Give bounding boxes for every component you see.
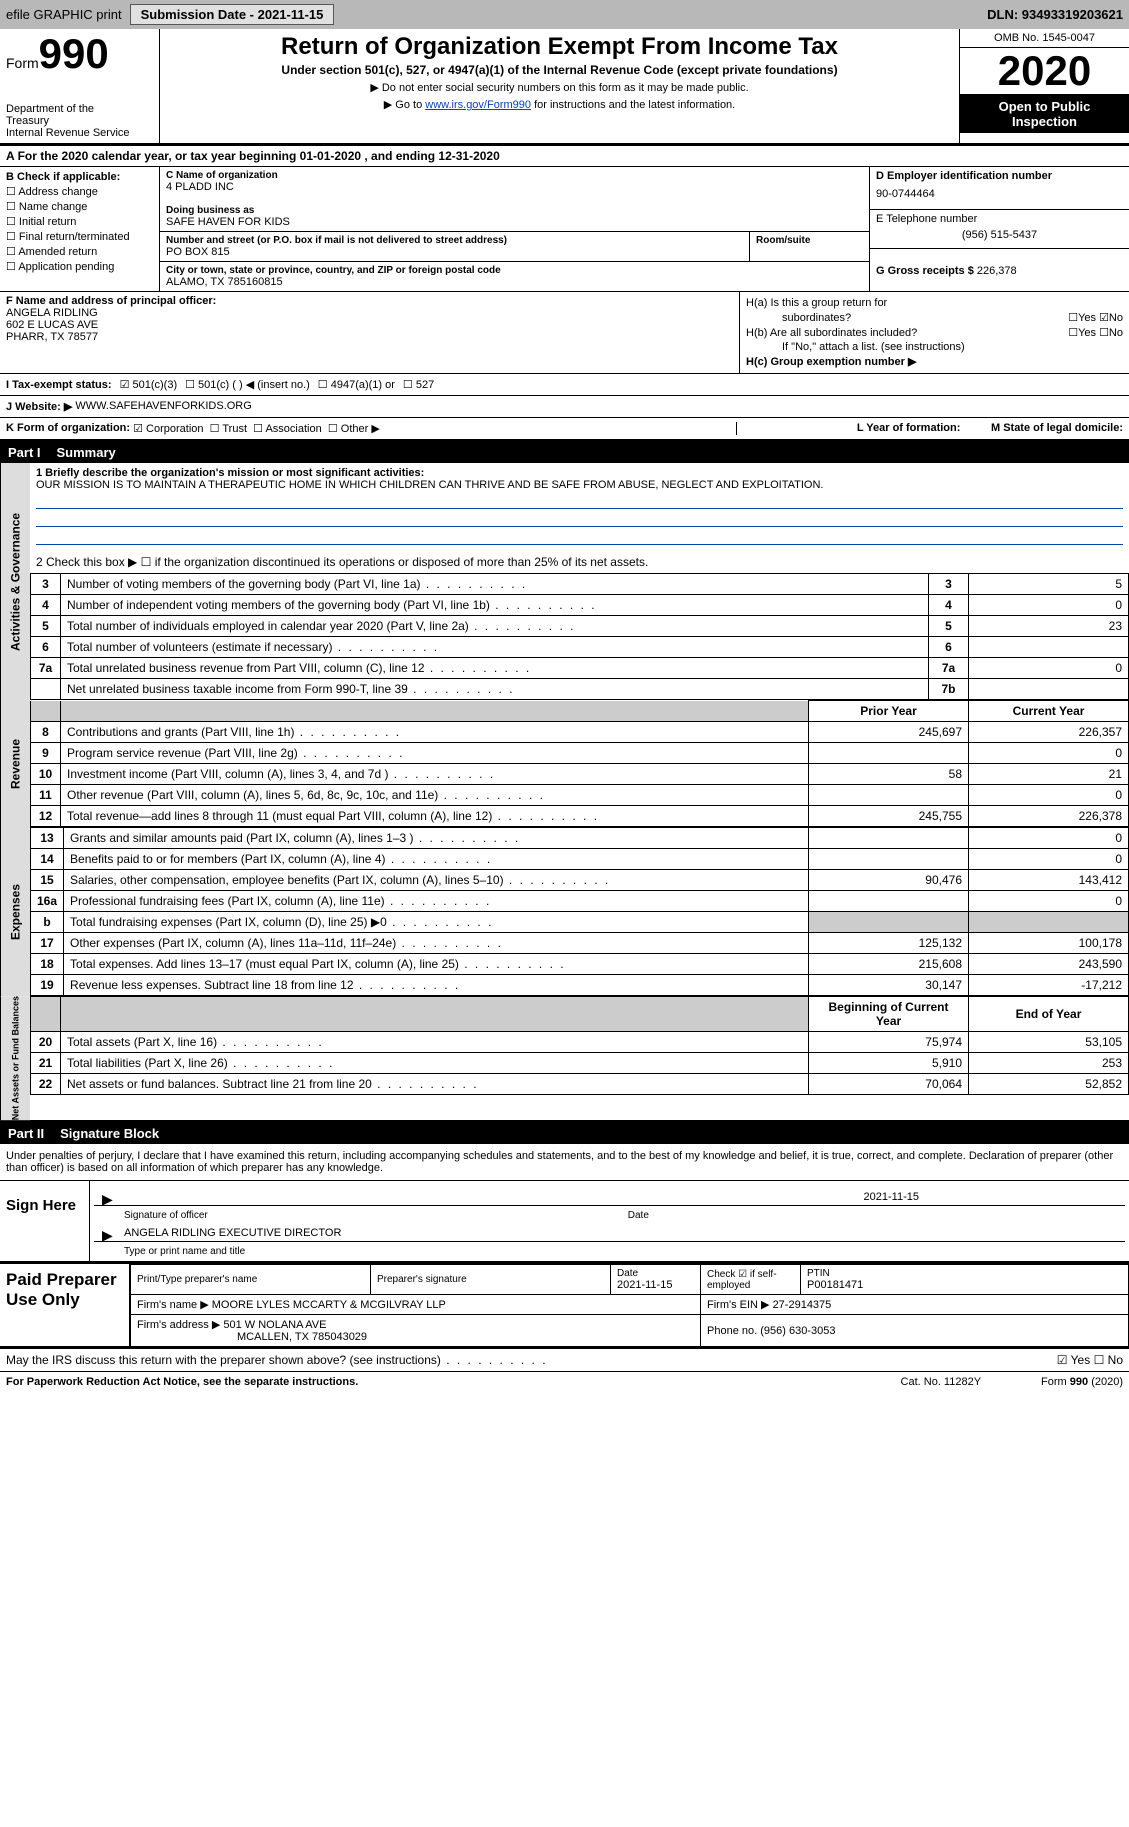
box-d: D Employer identification number 90-0744… (869, 167, 1129, 291)
form-year-block: OMB No. 1545-0047 2020 Open to Public In… (959, 29, 1129, 143)
form-inst1: ▶ Do not enter social security numbers o… (164, 81, 955, 94)
submission-date[interactable]: Submission Date - 2021-11-15 (130, 4, 335, 25)
box-f: F Name and address of principal officer:… (0, 292, 739, 373)
chk-501c3[interactable]: ☑ 501(c)(3) (120, 378, 178, 391)
chk-amended[interactable]: ☐ Amended return (6, 245, 153, 258)
chk-other[interactable]: ☐ Other ▶ (328, 422, 380, 435)
chk-name[interactable]: ☐ Name change (6, 200, 153, 213)
chk-corp[interactable]: ☑ Corporation (133, 422, 203, 435)
signature-line[interactable]: x 2021-11-15 (94, 1189, 1125, 1206)
chk-527[interactable]: ☐ 527 (403, 378, 434, 391)
governance-section: Activities & Governance 1 Briefly descri… (0, 463, 1129, 700)
website-row: J Website: ▶ WWW.SAFEHAVENFORKIDS.ORG (0, 396, 1129, 418)
mission-text: OUR MISSION IS TO MAINTAIN A THERAPEUTIC… (36, 479, 1123, 491)
form-title-block: Return of Organization Exempt From Incom… (160, 29, 959, 143)
dept-treasury: Department of the Treasury Internal Reve… (6, 103, 153, 139)
chk-trust[interactable]: ☐ Trust (210, 422, 247, 435)
box-c: C Name of organization 4 PLADD INC Doing… (160, 167, 869, 291)
firm-ein: 27-2914375 (773, 1299, 832, 1311)
ein: 90-0744464 (876, 182, 1123, 206)
efile-label: efile GRAPHIC print (6, 7, 122, 22)
chk-assoc[interactable]: ☐ Association (253, 422, 322, 435)
website: WWW.SAFEHAVENFORKIDS.ORG (75, 400, 251, 413)
tax-exempt-row: I Tax-exempt status: ☑ 501(c)(3) ☐ 501(c… (0, 374, 1129, 396)
q2: 2 Check this box ▶ ☐ if the organization… (30, 551, 1129, 573)
header-bar: efile GRAPHIC print Submission Date - 20… (0, 0, 1129, 29)
chk-initial[interactable]: ☐ Initial return (6, 215, 153, 228)
officer-name: ANGELA RIDLING (6, 307, 733, 319)
part2-header: Part II Signature Block (0, 1123, 1129, 1144)
box-h: H(a) Is this a group return for subordin… (739, 292, 1129, 373)
officer-section: F Name and address of principal officer:… (0, 292, 1129, 374)
omb-number: OMB No. 1545-0047 (960, 29, 1129, 48)
form-header: Form990 Department of the Treasury Inter… (0, 29, 1129, 146)
org-dba: SAFE HAVEN FOR KIDS (166, 216, 863, 228)
org-name: 4 PLADD INC (166, 181, 863, 193)
sign-here: Sign Here x 2021-11-15 Signature of offi… (0, 1181, 1129, 1264)
chk-final[interactable]: ☐ Final return/terminated (6, 230, 153, 243)
entity-section: B Check if applicable: ☐ Address change … (0, 167, 1129, 292)
chk-pending[interactable]: ☐ Application pending (6, 260, 153, 273)
form-number: 990 (39, 30, 109, 77)
discuss-yesno[interactable]: ☑ Yes ☐ No (1057, 1353, 1123, 1367)
hb-yesno[interactable]: ☐Yes ☐No (1068, 326, 1123, 339)
ptin: P00181471 (807, 1279, 1122, 1291)
revenue-table: Prior YearCurrent Year 8Contributions an… (30, 700, 1129, 827)
telephone: (956) 515-5437 (876, 225, 1123, 245)
governance-table: 3Number of voting members of the governi… (30, 573, 1129, 700)
expenses-table: 13Grants and similar amounts paid (Part … (30, 827, 1129, 996)
revenue-section: Revenue Prior YearCurrent Year 8Contribu… (0, 700, 1129, 827)
org-street: PO BOX 815 (166, 246, 743, 258)
paid-preparer: Paid Preparer Use Only Print/Type prepar… (0, 1264, 1129, 1349)
box-b: B Check if applicable: ☐ Address change … (0, 167, 160, 291)
discuss-row: May the IRS discuss this return with the… (0, 1349, 1129, 1372)
expenses-section: Expenses 13Grants and similar amounts pa… (0, 827, 1129, 996)
gross-receipts: 226,378 (977, 265, 1017, 277)
chk-501c[interactable]: ☐ 501(c) ( ) ◀ (insert no.) (185, 378, 310, 391)
line-a: A For the 2020 calendar year, or tax yea… (0, 146, 1129, 167)
firm-name: MOORE LYLES MCCARTY & MCGILVRAY LLP (212, 1299, 446, 1311)
ha-yesno[interactable]: ☐Yes ☑No (1068, 311, 1123, 324)
chk-address[interactable]: ☐ Address change (6, 185, 153, 198)
tab-netassets: Net Assets or Fund Balances (0, 996, 30, 1120)
tab-expenses: Expenses (0, 827, 30, 996)
chk-self-employed[interactable]: Check ☑ if self-employed (701, 1265, 801, 1295)
mission-block: 1 Briefly describe the organization's mi… (30, 463, 1129, 551)
tab-governance: Activities & Governance (0, 463, 30, 700)
line-k: K Form of organization: ☑ Corporation ☐ … (0, 418, 1129, 442)
open-public: Open to Public Inspection (960, 95, 1129, 133)
tax-year: 2020 (960, 48, 1129, 95)
form-id-block: Form990 Department of the Treasury Inter… (0, 29, 160, 143)
footer: For Paperwork Reduction Act Notice, see … (0, 1372, 1129, 1392)
tab-revenue: Revenue (0, 700, 30, 827)
firm-phone: (956) 630-3053 (760, 1325, 835, 1337)
dln: DLN: 93493319203621 (987, 7, 1123, 22)
netassets-section: Net Assets or Fund Balances Beginning of… (0, 996, 1129, 1123)
penalties-text: Under penalties of perjury, I declare th… (0, 1144, 1129, 1181)
chk-4947[interactable]: ☐ 4947(a)(1) or (318, 378, 395, 391)
form-inst2: ▶ Go to www.irs.gov/Form990 for instruct… (164, 98, 955, 111)
part1-header: Part I Summary (0, 442, 1129, 463)
form-prefix: Form (6, 55, 39, 71)
netassets-table: Beginning of Current YearEnd of Year 20T… (30, 996, 1129, 1095)
form-subtitle: Under section 501(c), 527, or 4947(a)(1)… (164, 63, 955, 77)
form-title: Return of Organization Exempt From Incom… (164, 33, 955, 61)
form990-link[interactable]: www.irs.gov/Form990 (425, 99, 531, 111)
officer-name-line: ANGELA RIDLING EXECUTIVE DIRECTOR (94, 1225, 1125, 1242)
org-city: ALAMO, TX 785160815 (166, 276, 863, 288)
